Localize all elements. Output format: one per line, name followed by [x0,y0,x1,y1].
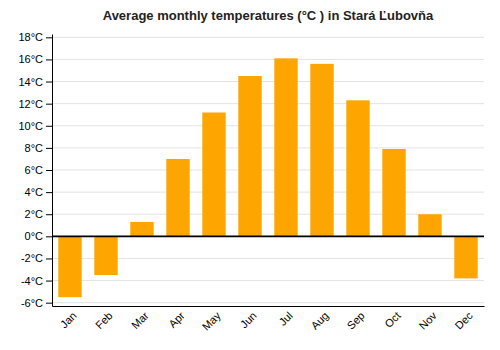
bar [238,76,261,236]
x-tick-label: Oct [382,309,403,330]
y-tick-label: 4°C [25,186,44,198]
y-tick: 10°C [18,120,52,132]
grid [52,37,484,302]
zero-line [52,235,484,237]
bars [58,58,477,297]
y-tick-label: 18°C [18,31,43,43]
y-tick-mark [46,82,52,83]
x-tick: Sep [344,309,366,331]
x-tick-label: Dec [452,309,475,332]
y-tick-mark [46,170,52,171]
x-tick-label: Jan [58,309,79,330]
x-tick-label: Aug [308,309,330,331]
bar [130,222,153,236]
x-tick: Nov [416,309,439,332]
y-tick-mark [46,214,52,215]
grid-line [52,170,484,171]
bar [454,236,477,278]
x-tick-label: Jun [238,309,259,330]
bar [310,64,333,236]
y-tick: 4°C [25,186,52,198]
y-tick-mark [46,104,52,105]
x-tick-label: May [200,309,224,333]
y-tick-mark [46,192,52,193]
x-tick: Jan [58,309,79,330]
bar [382,149,405,236]
y-tick-label: 2°C [25,208,44,220]
x-tick: Feb [93,309,115,331]
y-tick-label: -4°C [21,275,43,287]
x-tick-label: Nov [416,309,439,332]
x-tick-label: Apr [166,309,187,330]
y-tick-mark [46,37,52,38]
x-axis-line [53,306,485,307]
y-tick: 18°C [18,31,52,43]
x-tick: Dec [452,309,475,332]
y-tick-label: 16°C [18,53,43,65]
x-tick: May [200,309,224,333]
y-tick-label: 0°C [25,230,44,242]
y-tick-label: -6°C [21,297,43,309]
y-tick: -2°C [21,252,52,264]
grid-line [52,192,484,193]
bar [94,236,117,275]
x-tick-label: Mar [129,309,151,331]
y-axis: -6°C -4°C -2°C 0°C 2°C 4°C 6°C 8°C 10°C 12°C 14°C 1… [18,31,52,308]
y-tick-mark [46,236,52,237]
bar [58,236,81,297]
y-tick-mark [46,59,52,60]
x-tick-label: Feb [93,309,115,331]
y-tick: 8°C [25,142,52,154]
x-tick-label: Sep [344,309,366,331]
y-tick: -4°C [21,275,52,287]
y-tick-mark [46,303,52,304]
bar [418,214,441,236]
x-tick: Jun [238,309,259,330]
y-tick-label: 10°C [18,120,43,132]
y-tick-mark [46,281,52,282]
y-tick-mark [46,126,52,127]
title: Average monthly temperatures (°C ) in St… [103,8,434,23]
grid-line [52,37,484,38]
y-tick-label: 8°C [25,142,44,154]
grid-line [52,59,484,60]
y-tick-label: -2°C [21,252,43,264]
y-tick-label: 6°C [25,164,44,176]
bar [274,58,297,236]
y-tick-label: 12°C [18,98,43,110]
y-tick: 12°C [18,98,52,110]
x-tick-label: Jul [276,309,294,327]
grid-line [52,125,484,126]
grid-line [52,302,484,303]
y-tick: 2°C [25,208,52,220]
y-tick: -6°C [21,297,52,309]
y-tick-mark [46,148,52,149]
bar [346,100,369,236]
x-tick: Mar [129,309,151,331]
y-tick: 16°C [18,53,52,65]
bar [166,159,189,236]
x-tick: Aug [308,309,330,331]
y-tick: 14°C [18,76,52,88]
y-tick: 6°C [25,164,52,176]
x-tick: Oct [382,309,403,330]
y-axis-line [52,35,53,307]
x-tick: Apr [166,309,187,330]
y-tick: 0°C [25,230,52,242]
grid-line [52,147,484,148]
x-axis: Jan Feb Mar Apr May Jun Jul Aug Sep Oct Nov Dec [53,307,485,333]
bar [202,113,225,237]
plot: -6°C -4°C -2°C 0°C 2°C 4°C 6°C 8°C 10°C 12°C 14°C 1… [18,31,484,332]
chart: -6°C -4°C -2°C 0°C 2°C 4°C 6°C 8°C 10°C 12°C 14°C 1… [0,0,500,350]
grid-line [52,81,484,82]
grid-line [52,280,484,281]
grid-line [52,103,484,104]
x-tick: Jul [276,309,294,327]
y-tick-mark [46,258,52,259]
y-tick-label: 14°C [18,76,43,88]
grid-line [52,236,484,237]
